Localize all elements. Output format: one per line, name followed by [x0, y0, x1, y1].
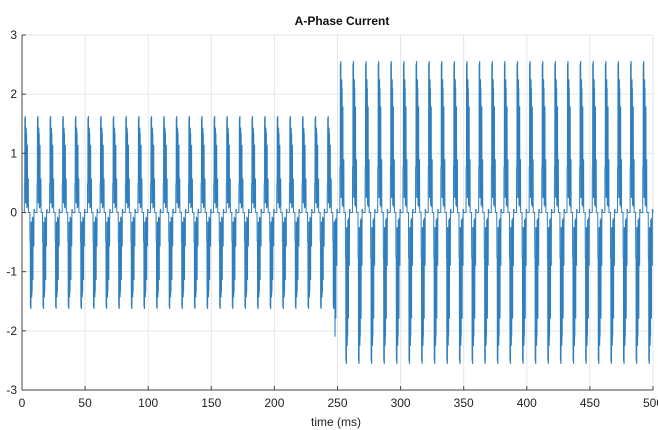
y-tick-label-0: -3 [6, 383, 17, 397]
y-tick-label-3: 0 [10, 206, 17, 220]
x-tick-label-0: 0 [19, 396, 26, 410]
x-tick-label-3: 150 [201, 396, 221, 410]
y-tick-label-5: 2 [10, 87, 17, 101]
x-tick-label-4: 200 [264, 396, 284, 410]
x-tick-label-7: 350 [454, 396, 474, 410]
y-tick-label-2: -1 [6, 265, 17, 279]
y-tick-label-6: 3 [10, 28, 17, 42]
a-phase-current-series [22, 61, 654, 364]
series-group [22, 61, 654, 364]
x-tick-label-5: 250 [327, 396, 347, 410]
y-tick-label-4: 1 [10, 146, 17, 160]
x-axis-label: time (ms) [311, 415, 361, 429]
y-tick-label-1: -2 [6, 324, 17, 338]
chart-title: A-Phase Current [295, 14, 390, 28]
x-tick-label-1: 50 [78, 396, 92, 410]
x-tick-label-9: 450 [580, 396, 600, 410]
ticks: 0 50 100 150 200 250 300 350 400 450 500 -3 -2 -1 0 1 2 3 [6, 28, 658, 410]
x-tick-label-8: 400 [517, 396, 537, 410]
x-tick-label-10: 500 [643, 396, 658, 410]
x-tick-label-6: 300 [391, 396, 411, 410]
x-tick-label-2: 100 [138, 396, 158, 410]
